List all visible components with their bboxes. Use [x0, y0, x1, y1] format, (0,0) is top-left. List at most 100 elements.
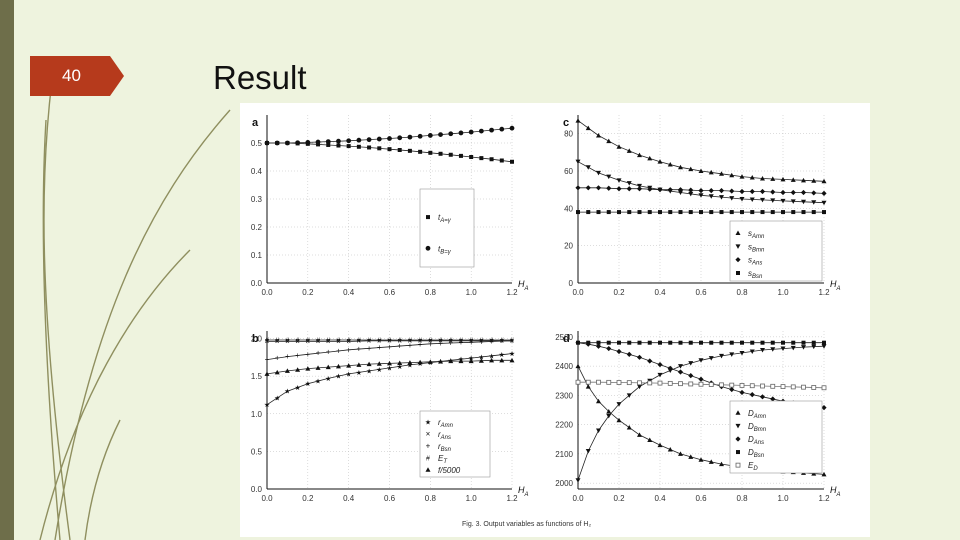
data-point — [801, 340, 806, 345]
x-tick-label: 0.4 — [343, 494, 355, 503]
data-point — [780, 198, 786, 204]
data-point — [576, 210, 580, 215]
data-point: × — [479, 336, 484, 345]
data-point — [626, 148, 632, 153]
data-point: ★ — [356, 369, 362, 377]
data-point: + — [428, 339, 433, 348]
chart-panel-d: d 0.0 0.2 0.4 0.6 0.8 1.0 1.2 2000 2100 2200 2300 24… — [555, 331, 841, 503]
data-point — [699, 210, 703, 215]
data-point: + — [275, 354, 280, 363]
data-point — [821, 405, 827, 411]
data-point — [729, 172, 735, 178]
data-point — [811, 385, 817, 390]
data-point — [760, 197, 765, 203]
data-point — [636, 354, 643, 360]
data-point: × — [295, 337, 300, 346]
data-point — [699, 340, 703, 345]
data-point — [801, 210, 806, 215]
data-point — [616, 402, 622, 407]
data-point — [678, 190, 683, 195]
data-point: + — [448, 339, 453, 348]
data-point: + — [499, 337, 504, 346]
data-point — [407, 148, 412, 153]
y-tick-label: 2300 — [555, 391, 573, 400]
data-point — [698, 381, 704, 387]
data-point: + — [367, 344, 372, 353]
data-point: # — [316, 338, 320, 345]
data-point: # — [449, 338, 453, 345]
data-point: + — [469, 338, 474, 347]
data-point: # — [418, 338, 422, 345]
data-point — [346, 138, 352, 144]
data-point — [367, 145, 372, 150]
data-point — [688, 191, 694, 197]
data-point — [791, 340, 796, 345]
data-point: × — [418, 336, 423, 345]
data-point: + — [387, 342, 392, 351]
data-point — [596, 428, 601, 433]
data-point — [575, 159, 581, 165]
data-point — [770, 189, 776, 195]
data-point — [688, 373, 694, 379]
data-point — [811, 344, 817, 350]
data-point: × — [336, 337, 341, 346]
y-tick-label: 0.2 — [251, 223, 263, 232]
data-point — [305, 140, 311, 145]
series-triangle-up — [264, 357, 515, 376]
x-tick-label: 0.6 — [384, 494, 396, 503]
y-tick-label: 60 — [564, 167, 573, 176]
data-point: # — [469, 338, 473, 345]
data-point — [770, 347, 776, 352]
data-point — [274, 140, 280, 146]
legend-label: DBsn — [748, 448, 765, 459]
data-point — [417, 359, 423, 365]
data-point — [468, 358, 474, 364]
data-point — [427, 359, 433, 364]
data-point — [637, 210, 642, 215]
data-point — [760, 348, 765, 353]
data-point — [606, 340, 611, 345]
x-tick-label: 0.6 — [384, 288, 396, 297]
data-point — [478, 358, 484, 363]
x-axis-label: HA — [518, 279, 529, 292]
data-point — [617, 210, 621, 215]
x-tick-label: 0.8 — [736, 288, 748, 297]
data-point: × — [326, 337, 331, 346]
data-point — [576, 340, 580, 345]
data-point: # — [306, 338, 310, 345]
data-point — [749, 197, 755, 202]
data-point — [438, 151, 443, 156]
data-point — [657, 362, 663, 368]
legend-marker — [425, 245, 431, 251]
data-point — [596, 398, 601, 404]
x-tick-label: 0.0 — [261, 494, 273, 503]
x-tick-label: 0.4 — [343, 288, 355, 297]
data-point — [284, 368, 290, 373]
data-point: × — [275, 337, 280, 346]
x-tick-label: 1.0 — [466, 494, 478, 503]
data-point — [575, 118, 581, 123]
data-point — [305, 366, 311, 371]
data-point — [325, 139, 331, 144]
data-point — [668, 340, 673, 345]
series-triangle-down — [575, 159, 827, 206]
x-tick-label: 0.0 — [572, 494, 584, 503]
data-point — [749, 392, 755, 398]
data-point — [811, 471, 817, 476]
data-point — [657, 187, 663, 193]
panel-letter: b — [252, 333, 259, 345]
data-point — [678, 340, 683, 345]
data-point — [801, 345, 806, 350]
legend-label: ET — [438, 454, 448, 465]
data-point: ★ — [488, 352, 494, 360]
data-point — [606, 210, 611, 215]
series-diamond — [575, 340, 827, 411]
data-point — [657, 380, 663, 386]
data-point — [821, 190, 827, 196]
data-point — [366, 137, 372, 143]
data-point: + — [438, 339, 443, 348]
data-point — [760, 340, 765, 345]
data-point: # — [367, 338, 371, 345]
data-point — [698, 168, 704, 173]
data-point — [326, 142, 331, 147]
